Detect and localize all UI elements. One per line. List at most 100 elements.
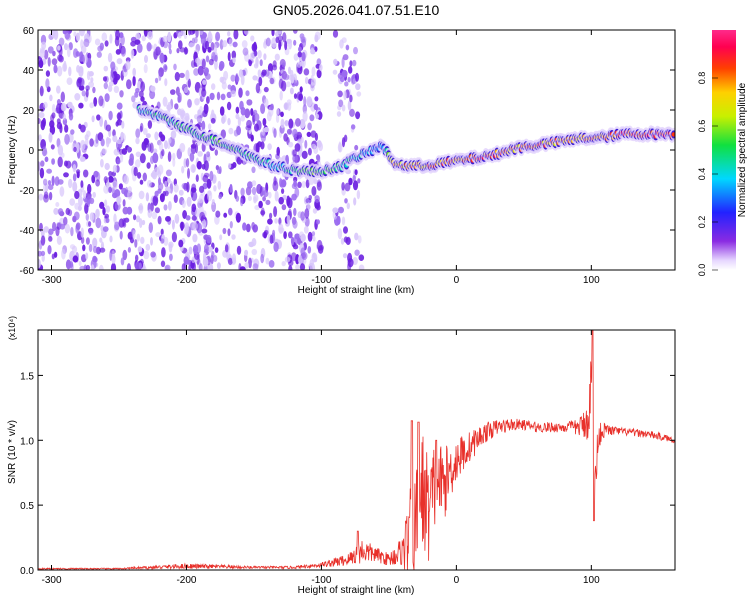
noise-cell <box>85 213 90 221</box>
noise-cell <box>318 142 323 152</box>
noise-cell <box>43 194 49 203</box>
noise-cell <box>299 263 306 270</box>
noise-cell <box>164 180 168 188</box>
noise-cell <box>190 164 196 173</box>
noise-cell <box>175 86 180 96</box>
noise-cell <box>103 65 109 72</box>
noise-cell <box>183 86 189 94</box>
noise-cell <box>150 155 155 164</box>
noise-cell <box>255 83 261 94</box>
noise-cell <box>108 81 114 87</box>
noise-cell <box>204 40 210 50</box>
noise-cell <box>276 146 281 156</box>
noise-cell <box>64 160 68 167</box>
noise-cell <box>146 42 152 52</box>
noise-cell <box>172 158 176 167</box>
noise-cell <box>191 187 197 193</box>
noise-cell <box>44 156 49 163</box>
noise-cell <box>135 151 141 158</box>
x-tick-label: -100 <box>311 575 331 586</box>
spectrogram-y-label: Frequency (Hz) <box>7 116 18 185</box>
noise-cell <box>244 262 250 269</box>
noise-cell <box>213 185 217 192</box>
noise-cell <box>56 99 61 106</box>
noise-cell <box>104 40 109 47</box>
snr-plot-area <box>38 330 675 570</box>
noise-cell <box>230 74 236 82</box>
noise-cell <box>90 264 95 270</box>
noise-cell <box>102 226 109 233</box>
noise-cell <box>135 32 141 42</box>
noise-cell <box>112 180 118 190</box>
noise-cell <box>108 110 113 121</box>
noise-cell <box>101 32 108 42</box>
noise-cell <box>333 58 338 65</box>
noise-cell <box>154 207 160 214</box>
noise-cell <box>311 66 316 77</box>
noise-cell <box>162 96 168 107</box>
noise-cell <box>284 256 291 263</box>
noise-cell <box>116 158 121 165</box>
colorbar-tick-label: 0.6 <box>697 120 707 133</box>
noise-cell <box>127 186 132 194</box>
noise-cell <box>50 144 55 150</box>
noise-cell <box>82 54 88 64</box>
noise-cell <box>231 253 237 264</box>
snr-panel: -300 -200 -100 0 100 0.0 0.5 1.0 1.5 Height of … <box>7 316 676 596</box>
noise-cell <box>310 130 317 138</box>
noise-cell <box>164 140 168 150</box>
noise-cell <box>168 241 174 249</box>
noise-cell <box>218 193 223 200</box>
noise-cell <box>197 109 202 116</box>
noise-cell <box>219 60 225 70</box>
noise-cell <box>185 158 190 168</box>
noise-cell <box>221 116 226 125</box>
noise-cell <box>339 39 344 49</box>
noise-cell <box>80 227 85 239</box>
noise-cell <box>228 38 233 47</box>
noise-cell <box>251 166 256 174</box>
noise-cell <box>198 263 203 270</box>
snr-x-axis: -300 -200 -100 0 100 <box>41 330 600 586</box>
noise-cell <box>251 180 257 187</box>
noise-cell <box>83 190 87 200</box>
noise-cell <box>356 189 361 200</box>
noise-cell <box>237 116 241 127</box>
noise-cell <box>72 255 79 263</box>
noise-cell <box>140 122 144 132</box>
noise-cell <box>306 96 313 107</box>
noise-cell <box>167 31 172 43</box>
noise-cell <box>201 120 206 131</box>
noise-cell <box>286 128 292 135</box>
noise-cell <box>217 168 222 174</box>
noise-cell <box>240 115 246 122</box>
noise-cell <box>84 134 89 141</box>
noise-cell <box>303 96 307 107</box>
noise-cell <box>100 158 104 168</box>
noise-cell <box>98 95 104 107</box>
noise-cell <box>356 91 362 97</box>
noise-cell <box>180 30 185 36</box>
noise-cell <box>104 213 109 219</box>
noise-cell <box>240 197 244 207</box>
noise-cell <box>181 165 185 174</box>
noise-cell <box>99 201 105 209</box>
noise-cell <box>40 235 46 246</box>
noise-cell <box>283 133 288 142</box>
noise-cell <box>238 87 243 98</box>
noise-cell <box>274 190 279 202</box>
noise-cell <box>347 100 352 111</box>
noise-cell <box>242 47 249 56</box>
noise-cell <box>142 172 147 182</box>
noise-cell <box>315 113 320 119</box>
noise-cell <box>160 238 165 244</box>
noise-cell <box>229 221 233 229</box>
noise-cell <box>235 113 240 120</box>
noise-cell <box>316 69 322 79</box>
noise-cell <box>191 203 197 213</box>
noise-cell <box>106 138 111 145</box>
noise-cell <box>116 119 123 126</box>
noise-cell <box>167 177 171 184</box>
noise-cell <box>297 181 302 188</box>
noise-cell <box>202 257 209 267</box>
